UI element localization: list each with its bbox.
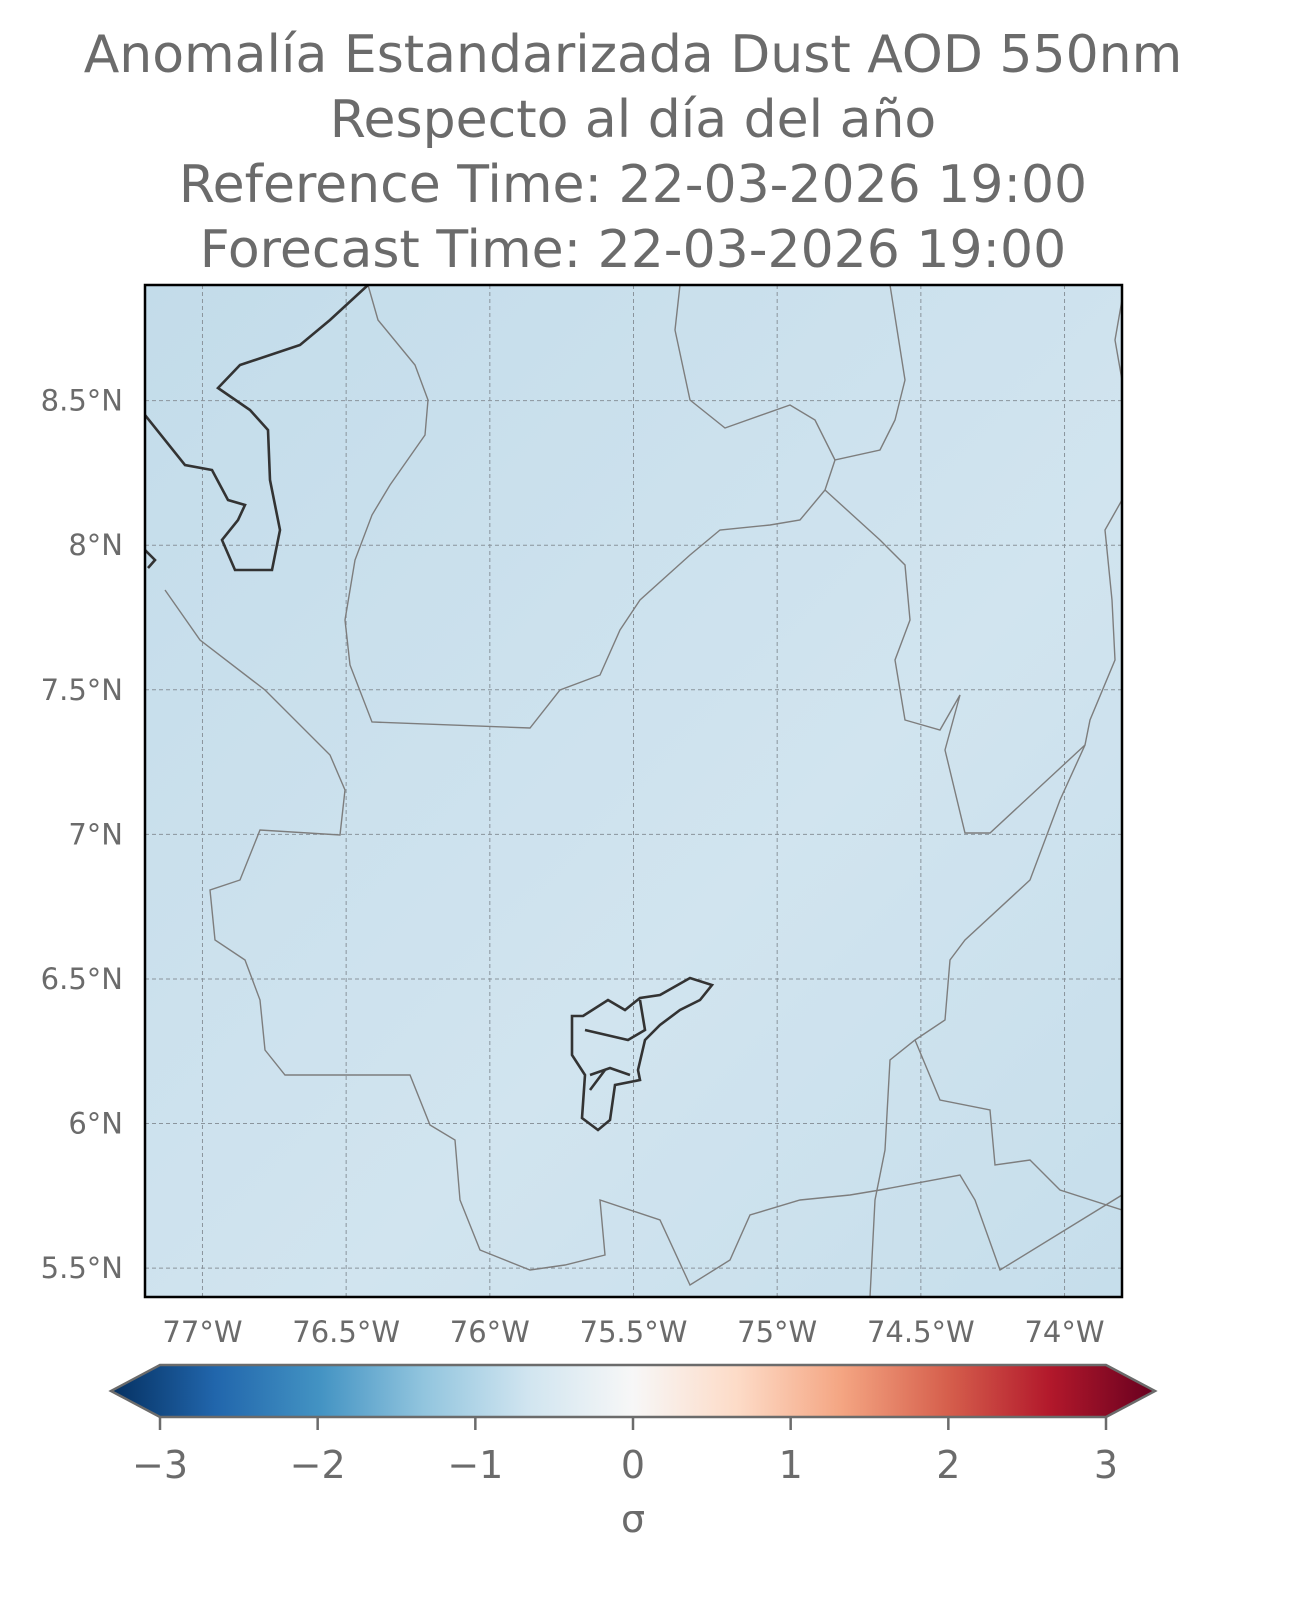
colorbar-label: σ [621, 1497, 645, 1541]
x-tick-label: 75.5°W [580, 1315, 688, 1349]
x-tick-label: 76.5°W [292, 1315, 400, 1349]
title-line: Reference Time: 22-03-2026 19:00 [179, 155, 1087, 215]
y-tick-label: 6°N [68, 1107, 123, 1141]
y-tick-label: 7°N [68, 817, 123, 851]
y-tick-label: 6.5°N [41, 962, 123, 996]
colorbar-tick-label: 0 [621, 1443, 645, 1487]
title-line: Anomalía Estandarizada Dust AOD 550nm [84, 25, 1183, 85]
y-tick-label: 8°N [68, 528, 123, 562]
colorbar-tick-label: −3 [132, 1443, 188, 1487]
x-tick-label: 75°W [737, 1315, 817, 1349]
colorbar [108, 1363, 1158, 1419]
title-line: Forecast Time: 22-03-2026 19:00 [200, 220, 1066, 280]
y-tick-label: 7.5°N [41, 673, 123, 707]
x-tick-label: 77°W [162, 1315, 242, 1349]
colorbar-tick-label: −1 [447, 1443, 503, 1487]
y-tick-label: 5.5°N [41, 1251, 123, 1285]
colorbar-tick-label: −2 [290, 1443, 346, 1487]
boundaries [145, 285, 1122, 1297]
x-tick-label: 74°W [1024, 1315, 1104, 1349]
colorbar-tick-label: 3 [1094, 1443, 1118, 1487]
map-frame [143, 283, 1124, 1299]
y-tick-label: 8.5°N [41, 384, 123, 418]
colorbar-tick-label: 1 [779, 1443, 803, 1487]
title-line: Respecto al día del año [330, 90, 937, 150]
x-tick-label: 76°W [450, 1315, 530, 1349]
colorbar-tick-label: 2 [936, 1443, 960, 1487]
x-tick-label: 74.5°W [867, 1315, 975, 1349]
